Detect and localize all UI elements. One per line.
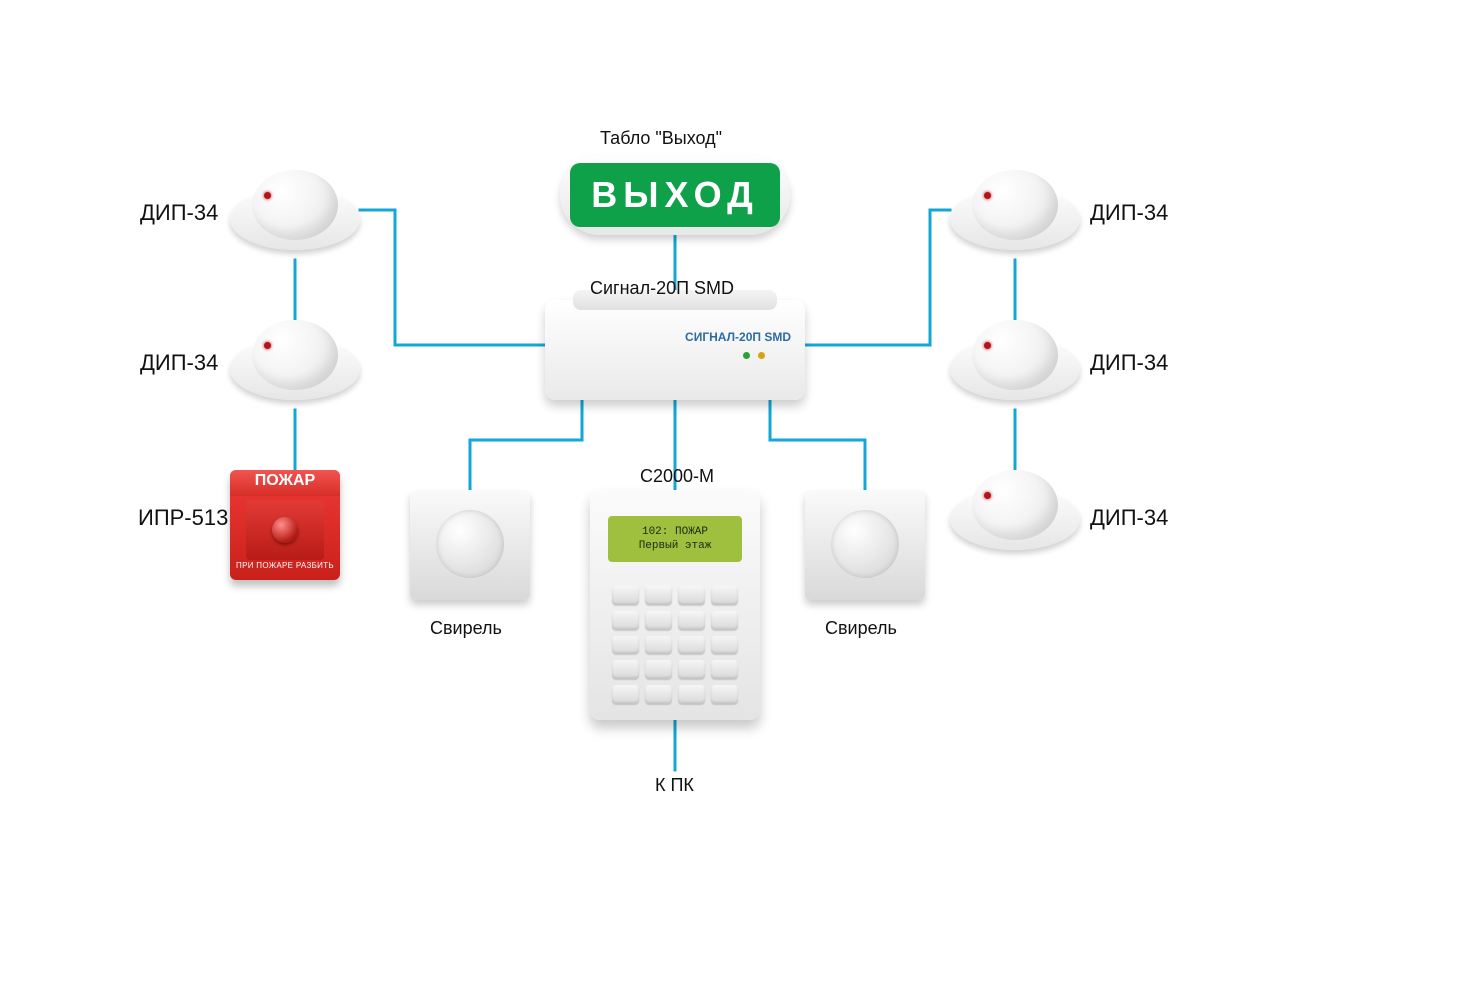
diagram-stage: ВЫХОД СИГНАЛ-20П SMD 102: ПОЖАР Первый э… bbox=[0, 0, 1480, 1000]
label-dip-l2: ДИП-34 bbox=[140, 350, 218, 376]
c2000m-keypad-buttons bbox=[612, 586, 738, 704]
svirel-right bbox=[805, 490, 925, 600]
signal-leds bbox=[743, 352, 765, 359]
ipr-top-text: ПОЖАР bbox=[230, 472, 340, 490]
label-dip-r2: ДИП-34 bbox=[1090, 350, 1168, 376]
dip34-left-2 bbox=[230, 320, 360, 412]
label-signal-title: Сигнал-20П SMD bbox=[590, 278, 734, 299]
lcd-line1: 102: ПОЖАР bbox=[642, 526, 708, 538]
label-svirel-left: Свирель bbox=[430, 618, 502, 639]
c2000m-lcd: 102: ПОЖАР Первый этаж bbox=[608, 516, 742, 562]
signal-tag: СИГНАЛ-20П SMD bbox=[685, 330, 791, 344]
ipr-513-callpoint: ПОЖАР ПРИ ПОЖАРЕ РАЗБИТЬ bbox=[230, 470, 340, 580]
dip34-right-2 bbox=[950, 320, 1080, 412]
label-dip-r1: ДИП-34 bbox=[1090, 200, 1168, 226]
dip34-left-1 bbox=[230, 170, 360, 262]
svirel-left bbox=[410, 490, 530, 600]
dip34-right-3 bbox=[950, 470, 1080, 562]
dip34-right-1 bbox=[950, 170, 1080, 262]
exit-sign-text: ВЫХОД bbox=[570, 163, 780, 227]
label-exit-title: Табло "Выход" bbox=[600, 128, 722, 149]
label-ipr: ИПР-513 bbox=[138, 505, 228, 531]
ipr-sub-text: ПРИ ПОЖАРЕ РАЗБИТЬ bbox=[230, 561, 340, 570]
label-c2000-title: С2000-М bbox=[640, 466, 714, 487]
c2000m-keypad: 102: ПОЖАР Первый этаж bbox=[590, 490, 760, 720]
label-dip-r3: ДИП-34 bbox=[1090, 505, 1168, 531]
lcd-line2: Первый этаж bbox=[639, 540, 712, 552]
label-svirel-right: Свирель bbox=[825, 618, 897, 639]
signal-20p-device: СИГНАЛ-20П SMD bbox=[545, 300, 805, 400]
label-to-pc: К ПК bbox=[655, 775, 694, 796]
exit-sign: ВЫХОД bbox=[560, 155, 790, 235]
label-dip-l1: ДИП-34 bbox=[140, 200, 218, 226]
